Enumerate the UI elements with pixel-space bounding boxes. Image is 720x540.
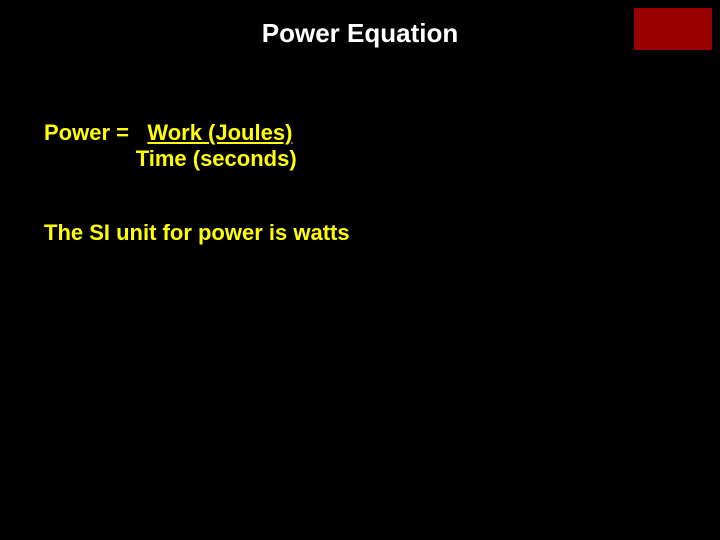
power-equation: Power = Work (Joules) Time (seconds) — [44, 120, 297, 172]
equation-numerator: Work (Joules) — [147, 120, 292, 145]
equation-lhs: Power = — [44, 120, 147, 145]
equation-line-1: Power = Work (Joules) — [44, 120, 297, 146]
si-unit-statement: The SI unit for power is watts — [44, 220, 350, 246]
slide-title: Power Equation — [0, 18, 720, 49]
equation-denominator-prefix — [44, 146, 136, 171]
equation-line-2: Time (seconds) — [44, 146, 297, 172]
equation-denominator: Time (seconds) — [136, 146, 297, 171]
